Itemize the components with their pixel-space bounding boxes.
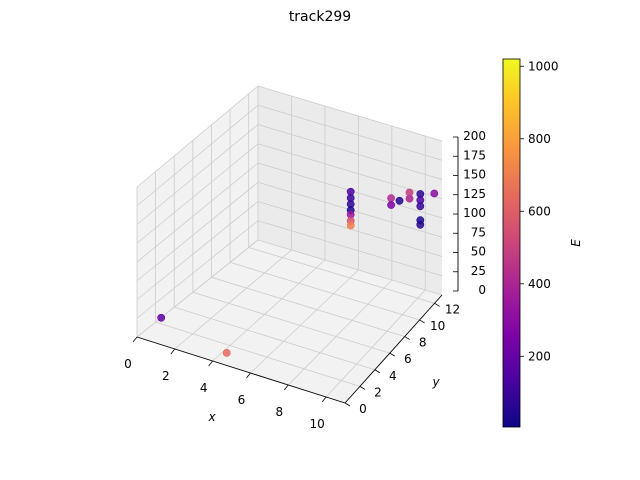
x-tick-label: 6 [238, 393, 246, 407]
grid-line [136, 85, 259, 188]
z-tick-label: 125 [463, 187, 486, 201]
y-tick-label: 6 [404, 352, 412, 366]
y-tick-mark [359, 386, 366, 390]
colorbar-tick-label: 1000 [528, 59, 559, 73]
z-tick-label: 0 [478, 283, 486, 297]
y-tick-label: 8 [419, 336, 427, 350]
x-tick-label: 10 [309, 417, 324, 431]
grid-line [174, 306, 375, 371]
y-tick-mark [434, 302, 440, 307]
grid-line [136, 162, 259, 263]
y-axis-label: y [431, 375, 440, 389]
x-tick-mark [132, 336, 138, 343]
grid-line [136, 124, 259, 225]
grid-line [257, 220, 443, 277]
x-tick-label: 4 [200, 381, 208, 395]
data-point [346, 187, 355, 196]
data-point [395, 196, 404, 205]
grid-line [174, 249, 292, 350]
grid-line [136, 201, 259, 300]
grid-line [192, 291, 390, 354]
data-point [157, 313, 166, 322]
grid-line [212, 259, 326, 362]
x-tick-mark [283, 384, 289, 391]
grid-line [287, 279, 393, 386]
grid-line [136, 220, 259, 319]
z-tick-label: 50 [471, 245, 486, 259]
y-tick-label: 2 [374, 385, 382, 399]
grid-line [155, 321, 361, 387]
z-tick-label: 25 [471, 264, 486, 278]
grid-line [325, 289, 426, 398]
x-tick-label: 8 [275, 405, 283, 419]
data-point [416, 220, 425, 229]
y-tick-mark [419, 319, 425, 324]
y-tick-mark [404, 336, 410, 340]
colorbar-label: E [569, 239, 583, 247]
y-tick-label: 4 [389, 369, 397, 383]
colorbar-tick-label: 600 [528, 204, 551, 218]
data-point [430, 189, 439, 198]
grid-line [250, 269, 359, 374]
data-point [222, 348, 231, 357]
y-tick-label: 12 [445, 302, 460, 316]
grid-line [257, 239, 443, 296]
x-axis-line [136, 336, 346, 404]
grid-line [257, 85, 443, 142]
z-tick-label: 100 [463, 206, 486, 220]
colorbar: 200 400 600 800 1000 E [502, 58, 583, 428]
x-tick-mark [208, 360, 213, 367]
x-tick-mark [321, 396, 327, 403]
z-tick-label: 175 [463, 148, 486, 162]
y-tick-mark [374, 369, 381, 374]
x-tick-mark [170, 348, 176, 355]
y-tick-mark [344, 402, 351, 407]
grid-line [136, 143, 259, 244]
colorbar-tick-label: 800 [528, 132, 551, 146]
chart-title: track299 [289, 9, 351, 25]
data-point [405, 188, 414, 197]
z-tick-label: 200 [463, 129, 486, 143]
z-tick-label: 150 [463, 168, 486, 182]
z-tick-label: 75 [471, 225, 486, 239]
y-tick-mark [389, 352, 395, 357]
colorbar-tick-label: 200 [528, 349, 551, 363]
x-axis-label: x [207, 410, 216, 424]
grid-line [229, 262, 420, 321]
grid-line [257, 104, 443, 161]
x-tick-mark [246, 372, 251, 379]
grid-line [136, 239, 259, 338]
grid-line [248, 247, 435, 304]
grid-line [257, 124, 443, 180]
y-tick-label: 0 [359, 402, 367, 416]
grid-line [136, 181, 259, 282]
y-axis-line [344, 294, 443, 404]
data-point [346, 221, 355, 230]
grid-line [136, 104, 259, 207]
colorbar-tick-label: 400 [528, 277, 551, 291]
left-pane [137, 86, 258, 337]
floor-pane [137, 240, 442, 403]
data-point [387, 194, 395, 202]
y-tick-label: 10 [430, 319, 445, 333]
x-tick-label: 2 [162, 369, 170, 383]
x-tick-label: 0 [124, 357, 132, 371]
grid-line [211, 276, 405, 337]
data-point [387, 201, 395, 209]
colorbar-bar [502, 58, 521, 428]
data-point [416, 202, 425, 211]
